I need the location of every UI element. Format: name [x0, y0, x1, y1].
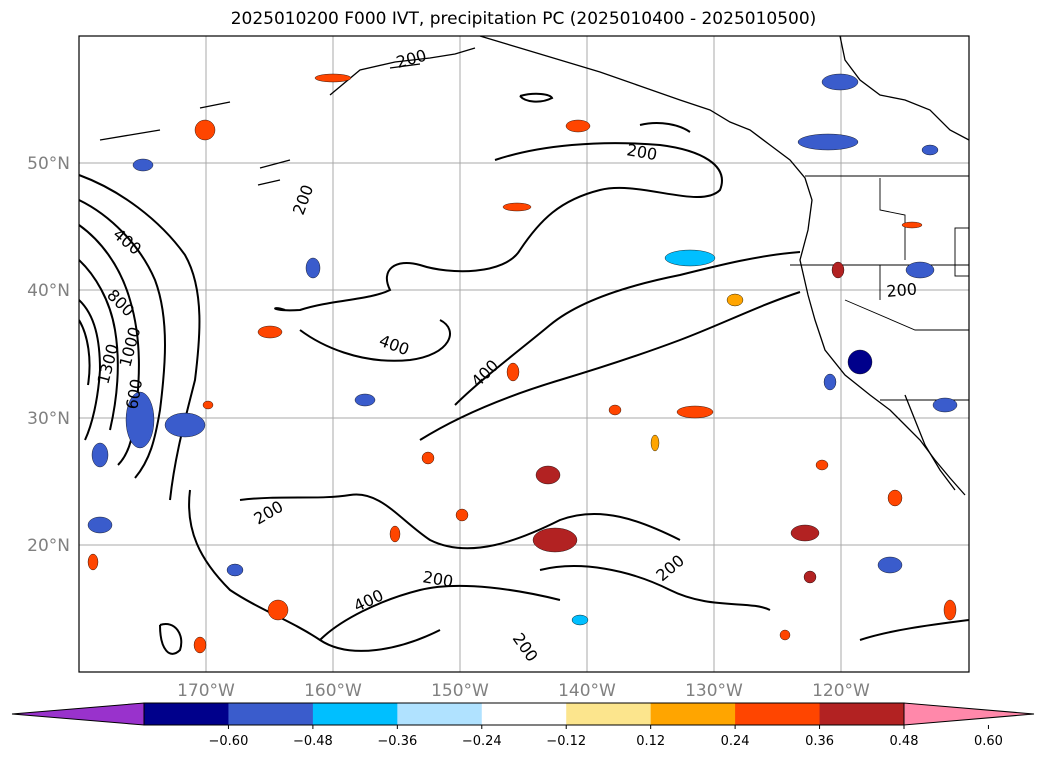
colorbar-tick-label: 0.36: [805, 734, 834, 749]
precip-patches: [87, 73, 958, 654]
lat-tick-labels: 50°N 40°N 30°N 20°N: [27, 154, 70, 556]
colorbar-segment: [144, 703, 229, 725]
contour-label: 200: [886, 279, 918, 301]
colorbar-tick-label: 0.48: [890, 734, 919, 749]
colorbar: −0.60 −0.48 −0.36 −0.24 −0.12 0.12 0.24 0.36 0.4…: [11, 702, 1035, 749]
colorbar-tick-label: −0.36: [377, 734, 417, 749]
coastlines: [99, 36, 969, 496]
map-title: 2025010200 F000 IVT, precipitation PC (2…: [230, 9, 817, 29]
lat-tick-label: 30°N: [27, 409, 70, 429]
lat-tick-label: 20°N: [27, 536, 70, 556]
colorbar-tick-label: 0.24: [721, 734, 750, 749]
colorbar-segment: [228, 703, 314, 725]
lat-tick-label: 40°N: [27, 281, 70, 301]
lon-tick-label: 130°W: [685, 681, 743, 701]
lon-tick-label: 170°W: [177, 681, 235, 701]
colorbar-segment: [481, 703, 567, 725]
colorbar-low-extension: [11, 702, 145, 726]
colorbar-tick-label: 0.60: [974, 734, 1003, 749]
lon-tick-label: 150°W: [431, 681, 489, 701]
colorbar-tick-label: −0.12: [546, 734, 586, 749]
colorbar-segment: [650, 703, 736, 725]
map-border: [78, 35, 970, 673]
colorbar-tick-label: −0.60: [209, 734, 249, 749]
colorbar-segment: [312, 703, 398, 725]
colorbar-tick-label: 0.12: [636, 734, 665, 749]
colorbar-segment: [735, 703, 821, 725]
colorbar-segment: [566, 703, 652, 725]
colorbar-tick-label: −0.24: [462, 734, 502, 749]
colorbar-high-extension: [903, 702, 1035, 726]
colorbar-tick-label: −0.48: [293, 734, 333, 749]
colorbar-segments: [144, 703, 905, 725]
lon-tick-label: 160°W: [304, 681, 362, 701]
lon-tick-labels: 170°W 160°W 150°W 140°W 130°W 120°W: [177, 681, 870, 701]
lat-tick-label: 50°N: [27, 154, 70, 174]
lon-tick-label: 140°W: [558, 681, 616, 701]
colorbar-segment: [397, 703, 483, 725]
colorbar-segment: [819, 703, 905, 725]
lon-tick-label: 120°W: [812, 681, 870, 701]
colorbar-tick-labels: −0.60 −0.48 −0.36 −0.24 −0.12 0.12 0.24 0.36 0.4…: [209, 725, 1003, 749]
